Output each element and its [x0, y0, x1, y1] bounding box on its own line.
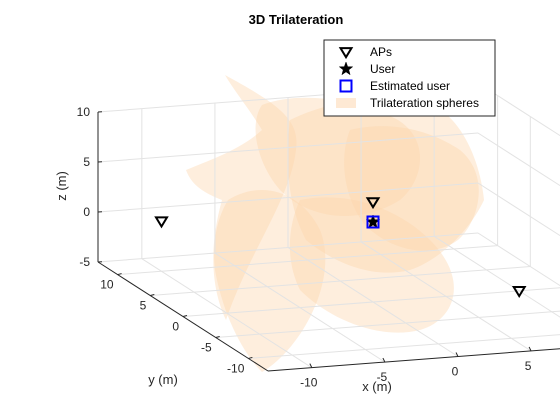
x-tick-label: -10 [300, 376, 318, 390]
back-wall-grid-line-z [97, 232, 479, 263]
z-tick-label: -5 [79, 255, 90, 269]
legend-marker [339, 79, 353, 93]
estimated-user-marker [366, 215, 380, 229]
sphere-surface [186, 75, 297, 320]
data-markers [154, 197, 527, 299]
y-tick-label: 5 [140, 299, 147, 313]
legend: APs User Estimated user Trilateration spher… [323, 39, 496, 117]
y-tick-mark [182, 315, 188, 317]
chart-title: 3D Trilateration [249, 12, 344, 27]
sphere-surface [214, 190, 326, 372]
y-tick-label: 10 [100, 278, 114, 292]
side-wall-grid-line-z [477, 182, 560, 237]
x-tick-mark [309, 363, 313, 368]
trilateration-spheres [186, 75, 484, 372]
legend-label: Estimated user [370, 79, 450, 93]
y-tick-mark [117, 273, 122, 276]
x-tick-label: 5 [525, 359, 532, 373]
legend-marker [336, 98, 356, 108]
x-tick-label: 0 [452, 365, 459, 379]
floor-grid-line-y [182, 287, 560, 317]
x-tick-mark [382, 357, 386, 363]
back-wall-grid-line-z [97, 182, 479, 213]
side-wall-grid-line-z [477, 232, 560, 287]
floor-grid-line-y [150, 266, 531, 297]
x-tick-mark [455, 352, 459, 357]
x-tick-mark [528, 346, 532, 352]
sphere-surface [255, 97, 421, 217]
y-tick-mark [150, 294, 155, 297]
y-tick-label: -5 [201, 341, 212, 355]
side-wall-grid-line-z [477, 82, 560, 137]
legend-label: Trilateration spheres [370, 96, 479, 110]
axis-lines [97, 111, 560, 372]
side-wall-grid-line-z [477, 132, 560, 187]
legend-marker [338, 61, 354, 76]
y-axis-label: y (m) [148, 372, 178, 387]
ap-marker [365, 197, 381, 210]
legend-marker [338, 47, 354, 60]
floor-grid-line-y [117, 245, 498, 276]
floor-grid-line-y [248, 334, 560, 359]
sphere-surface [287, 98, 484, 273]
x-axis-label: x (m) [362, 379, 392, 394]
legend-label: APs [370, 45, 392, 59]
ap-marker [511, 286, 527, 299]
ap-marker [154, 216, 169, 229]
y-tick-mark [248, 356, 253, 359]
legend-label: User [370, 62, 395, 76]
y-tick-label: -10 [227, 361, 245, 375]
z-tick-label: 0 [83, 205, 90, 219]
z-tick-label: 5 [83, 155, 90, 169]
y-tick-mark [215, 335, 220, 338]
x-tick-label: -5 [377, 370, 388, 384]
y-tick-label: 0 [172, 320, 179, 334]
z-axis-label: z (m) [54, 171, 69, 201]
back-wall-grid-line-z [97, 132, 479, 163]
z-tick-label: 10 [77, 105, 91, 119]
floor-grid-line-y [215, 310, 560, 338]
